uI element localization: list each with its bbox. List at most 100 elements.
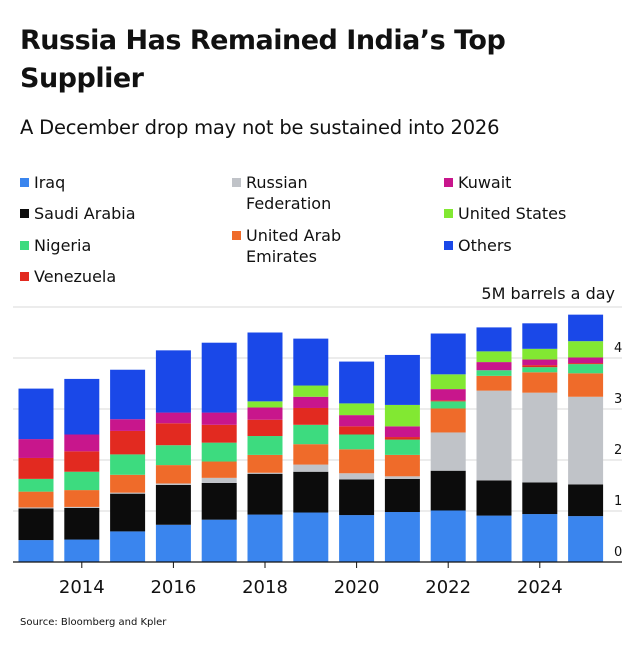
bar-stack-2019 bbox=[293, 338, 329, 562]
bar-stack-2022 bbox=[430, 333, 466, 562]
bar-segment-others-2021 bbox=[384, 354, 420, 405]
bar-segment-iraq-2023 bbox=[476, 515, 512, 562]
bar-segment-united-states-2018 bbox=[247, 401, 283, 408]
legend-swatch-kuwait bbox=[444, 178, 453, 187]
x-tick-label-2020: 2020 bbox=[334, 577, 380, 598]
legend-label-kuwait: Kuwait bbox=[458, 173, 512, 192]
bar-segment-united-arab-emirates-2024 bbox=[522, 372, 558, 393]
bar-segment-iraq-2014 bbox=[64, 539, 100, 562]
bar-segment-united-states-2024 bbox=[522, 348, 558, 360]
bar-segment-united-states-2019 bbox=[293, 385, 329, 397]
bar-segment-russian-federation-2013 bbox=[18, 507, 54, 509]
bar-segment-united-arab-emirates-2025 bbox=[568, 373, 604, 397]
bar-segment-kuwait-2014 bbox=[64, 434, 100, 452]
bar-segment-nigeria-2023 bbox=[476, 370, 512, 376]
x-tick-label-2022: 2022 bbox=[425, 577, 471, 598]
bar-segment-nigeria-2013 bbox=[18, 478, 54, 492]
chart-title: Russia Has Remained India’s Top Supplier bbox=[20, 25, 506, 94]
bar-segment-united-arab-emirates-2015 bbox=[110, 474, 146, 493]
bar-segment-others-2015 bbox=[110, 369, 146, 420]
bar-segment-iraq-2021 bbox=[384, 512, 420, 562]
bar-stack-2024 bbox=[522, 323, 558, 562]
y-tick-label-0: 0 bbox=[614, 545, 622, 560]
legend-swatch-united-states bbox=[444, 209, 453, 218]
bar-segment-venezuela-2014 bbox=[64, 451, 100, 472]
bar-segment-venezuela-2013 bbox=[18, 457, 54, 479]
legend-label-others: Others bbox=[458, 236, 512, 255]
bar-segment-united-arab-emirates-2014 bbox=[64, 490, 100, 507]
bar-segment-saudi-arabia-2016 bbox=[155, 484, 191, 525]
bar-segment-kuwait-2016 bbox=[155, 412, 191, 424]
bar-segment-venezuela-2016 bbox=[155, 423, 191, 446]
bar-segment-kuwait-2025 bbox=[568, 357, 604, 364]
legend-swatch-iraq bbox=[20, 178, 29, 187]
bar-segment-iraq-2016 bbox=[155, 524, 191, 562]
legend-swatch-saudi-arabia bbox=[20, 209, 29, 218]
bar-segment-nigeria-2018 bbox=[247, 436, 283, 455]
bar-segment-iraq-2013 bbox=[18, 540, 54, 562]
legend-label-russian-federation: Russian Federation bbox=[246, 173, 332, 213]
bar-segment-russian-federation-2019 bbox=[293, 464, 329, 472]
bar-segment-saudi-arabia-2023 bbox=[476, 480, 512, 516]
bar-segment-russian-federation-2023 bbox=[476, 390, 512, 481]
bar-segment-kuwait-2024 bbox=[522, 359, 558, 366]
bar-stacks bbox=[18, 314, 604, 562]
bar-segment-venezuela-2024 bbox=[522, 365, 558, 368]
legend-label-venezuela: Venezuela bbox=[34, 267, 117, 286]
bar-segment-saudi-arabia-2020 bbox=[339, 479, 375, 516]
bar-segment-kuwait-2017 bbox=[201, 412, 237, 425]
bar-segment-iraq-2020 bbox=[339, 515, 375, 562]
bar-segment-nigeria-2020 bbox=[339, 434, 375, 450]
legend-label-nigeria: Nigeria bbox=[34, 236, 92, 255]
bar-segment-others-2024 bbox=[522, 323, 558, 349]
legend-swatch-others bbox=[444, 241, 453, 250]
bar-segment-kuwait-2018 bbox=[247, 407, 283, 420]
bar-segment-venezuela-2020 bbox=[339, 426, 375, 435]
bar-segment-united-arab-emirates-2019 bbox=[293, 444, 329, 465]
bar-segment-saudi-arabia-2014 bbox=[64, 507, 100, 540]
bar-segment-venezuela-2015 bbox=[110, 430, 146, 455]
bar-segment-venezuela-2017 bbox=[201, 424, 237, 443]
x-axis: 2014 2016 2018 2020 2022 2024 bbox=[13, 561, 622, 598]
bar-segment-saudi-arabia-2022 bbox=[430, 470, 466, 511]
bar-segment-others-2023 bbox=[476, 327, 512, 352]
legend-swatch-venezuela bbox=[20, 272, 29, 281]
bar-segment-russian-federation-2022 bbox=[430, 432, 466, 471]
bar-segment-russian-federation-2024 bbox=[522, 392, 558, 483]
bar-segment-others-2013 bbox=[18, 388, 54, 440]
bar-segment-iraq-2024 bbox=[522, 514, 558, 562]
bar-segment-kuwait-2020 bbox=[339, 415, 375, 427]
stacked-bar-chart: 2014 2016 2018 2020 2022 2024 0 1 2 3 4 bbox=[13, 306, 622, 598]
bar-segment-saudi-arabia-2024 bbox=[522, 482, 558, 515]
chart-subtitle: A December drop may not be sustained int… bbox=[20, 116, 500, 139]
x-tick-label-2016: 2016 bbox=[150, 577, 196, 598]
bar-stack-2017 bbox=[201, 342, 237, 562]
bar-segment-united-arab-emirates-2021 bbox=[384, 454, 420, 477]
legend-swatch-united-arab-emirates bbox=[232, 231, 241, 240]
bar-segment-iraq-2022 bbox=[430, 510, 466, 562]
bar-segment-united-states-2021 bbox=[384, 404, 420, 427]
x-tick-label-2018: 2018 bbox=[242, 577, 288, 598]
bar-segment-nigeria-2017 bbox=[201, 442, 237, 462]
bar-segment-venezuela-2019 bbox=[293, 407, 329, 425]
bar-segment-united-arab-emirates-2017 bbox=[201, 461, 237, 478]
bar-segment-nigeria-2024 bbox=[522, 367, 558, 373]
bar-segment-venezuela-2021 bbox=[384, 437, 420, 440]
bar-segment-russian-federation-2021 bbox=[384, 476, 420, 479]
bar-segment-russian-federation-2020 bbox=[339, 473, 375, 480]
bar-segment-russian-federation-2017 bbox=[201, 477, 237, 483]
bar-segment-russian-federation-2014 bbox=[64, 506, 100, 508]
bar-segment-nigeria-2021 bbox=[384, 439, 420, 455]
bar-segment-iraq-2019 bbox=[293, 512, 329, 562]
bar-segment-nigeria-2016 bbox=[155, 445, 191, 466]
bar-stack-2025 bbox=[568, 314, 604, 562]
bar-segment-russian-federation-2018 bbox=[247, 472, 283, 474]
unit-label: 5M barrels a day bbox=[481, 284, 615, 303]
bar-segment-kuwait-2013 bbox=[18, 439, 54, 458]
bar-segment-saudi-arabia-2019 bbox=[293, 471, 329, 513]
bar-segment-iraq-2017 bbox=[201, 519, 237, 562]
x-tick-label-2024: 2024 bbox=[517, 577, 563, 598]
bar-stack-2023 bbox=[476, 327, 512, 562]
bar-segment-others-2014 bbox=[64, 378, 100, 435]
bar-segment-venezuela-2022 bbox=[430, 400, 466, 402]
